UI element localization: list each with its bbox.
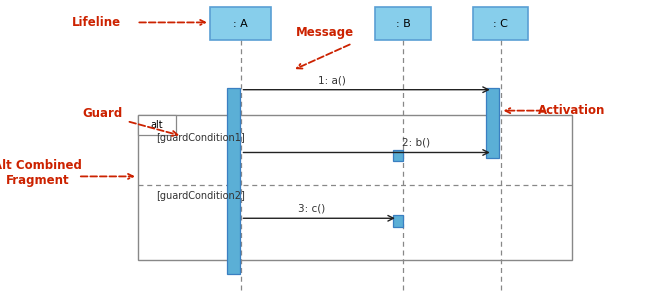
Bar — [209, 7, 272, 40]
Text: 3: c(): 3: c() — [298, 203, 326, 213]
Text: : C: : C — [493, 19, 508, 29]
Bar — [227, 88, 240, 274]
Text: : A: : A — [233, 19, 248, 29]
Text: Alt Combined
Fragment: Alt Combined Fragment — [0, 159, 82, 187]
Text: Lifeline: Lifeline — [72, 16, 121, 29]
Bar — [486, 88, 499, 158]
Bar — [473, 7, 528, 40]
Bar — [138, 115, 572, 260]
Text: 1: a(): 1: a() — [318, 75, 345, 85]
Bar — [376, 7, 430, 40]
Text: alt: alt — [150, 120, 163, 130]
Text: : B: : B — [396, 19, 410, 29]
Text: 2: b(): 2: b() — [402, 138, 430, 147]
Text: Guard: Guard — [83, 107, 123, 120]
Bar — [138, 115, 176, 135]
Text: [guardCondition2]: [guardCondition2] — [156, 191, 245, 201]
Bar — [393, 215, 403, 227]
Text: Message: Message — [296, 26, 354, 39]
Bar — [393, 150, 403, 161]
Text: [guardCondition1]: [guardCondition1] — [156, 132, 245, 143]
Text: Activation: Activation — [538, 104, 606, 117]
